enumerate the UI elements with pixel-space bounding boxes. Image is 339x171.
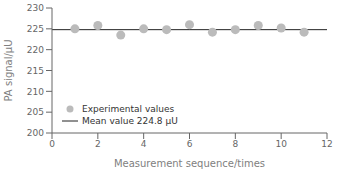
svg-text:220: 220 bbox=[27, 45, 44, 55]
svg-text:0: 0 bbox=[49, 139, 55, 149]
svg-text:2: 2 bbox=[95, 139, 101, 149]
svg-text:6: 6 bbox=[187, 139, 193, 149]
svg-text:Measurement sequence/times: Measurement sequence/times bbox=[114, 158, 265, 169]
svg-text:225: 225 bbox=[27, 24, 44, 34]
svg-text:200: 200 bbox=[27, 128, 44, 138]
svg-text:4: 4 bbox=[141, 139, 147, 149]
svg-text:PA signal/μU: PA signal/μU bbox=[3, 39, 14, 101]
html-text:Experimental values: Experimental values bbox=[82, 104, 175, 114]
svg-text:10: 10 bbox=[275, 139, 287, 149]
svg-text:230: 230 bbox=[27, 3, 44, 13]
svg-text:215: 215 bbox=[27, 66, 44, 76]
html-text:Mean value 224.8 μU: Mean value 224.8 μU bbox=[82, 116, 178, 126]
svg-text:205: 205 bbox=[27, 107, 44, 117]
svg-text:8: 8 bbox=[232, 139, 238, 149]
svg-text:210: 210 bbox=[27, 87, 44, 97]
svg-text:12: 12 bbox=[321, 139, 332, 149]
